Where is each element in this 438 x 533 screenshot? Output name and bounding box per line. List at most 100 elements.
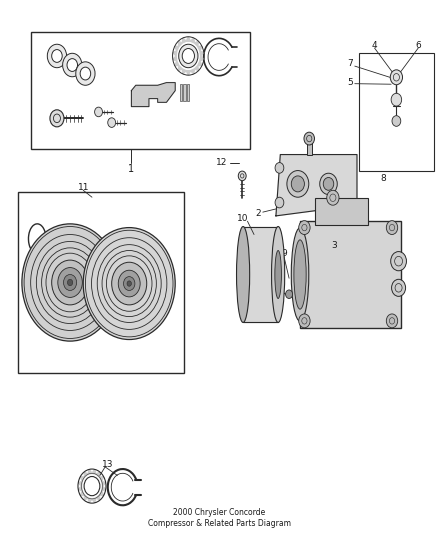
Bar [18, 192, 184, 373]
Bar [31, 32, 250, 149]
Circle shape [118, 270, 140, 297]
Circle shape [52, 50, 62, 62]
Text: 2: 2 [255, 209, 261, 217]
Circle shape [327, 190, 339, 205]
Circle shape [47, 44, 67, 68]
Polygon shape [131, 83, 175, 107]
Polygon shape [99, 477, 104, 481]
Circle shape [320, 173, 337, 195]
Text: 7: 7 [347, 60, 353, 68]
Circle shape [275, 163, 284, 173]
Circle shape [391, 252, 406, 271]
Polygon shape [88, 498, 92, 503]
Bar [359, 53, 434, 171]
Polygon shape [175, 61, 179, 66]
Polygon shape [191, 38, 194, 43]
Polygon shape [92, 498, 96, 503]
Polygon shape [200, 56, 204, 61]
Text: 11: 11 [78, 183, 89, 192]
Text: 2000 Chrysler Concorde
Compressor & Related Parts Diagram: 2000 Chrysler Concorde Compressor & Rela… [148, 508, 290, 528]
Circle shape [108, 118, 116, 127]
Polygon shape [102, 486, 106, 491]
Circle shape [22, 224, 118, 341]
Polygon shape [243, 227, 278, 322]
Circle shape [67, 279, 73, 286]
Bar [180, 84, 182, 101]
Circle shape [304, 132, 314, 145]
Polygon shape [88, 470, 92, 474]
Polygon shape [186, 71, 191, 75]
Polygon shape [198, 46, 202, 51]
Circle shape [64, 274, 77, 290]
Polygon shape [78, 481, 82, 486]
Circle shape [179, 44, 198, 68]
Circle shape [291, 176, 304, 192]
Polygon shape [84, 472, 88, 477]
Bar [315, 198, 368, 225]
Bar [187, 84, 189, 101]
Polygon shape [99, 491, 104, 496]
Polygon shape [186, 37, 191, 41]
Bar [307, 141, 312, 155]
Circle shape [392, 116, 401, 126]
Polygon shape [178, 66, 182, 71]
Circle shape [83, 228, 175, 340]
Circle shape [124, 277, 135, 290]
Circle shape [63, 53, 82, 77]
Text: 13: 13 [102, 461, 113, 469]
Circle shape [299, 221, 310, 235]
Circle shape [286, 290, 293, 298]
Polygon shape [182, 69, 186, 74]
Ellipse shape [291, 228, 309, 321]
Ellipse shape [237, 227, 250, 322]
Polygon shape [96, 472, 100, 477]
Circle shape [275, 197, 284, 208]
Text: 1: 1 [128, 165, 134, 174]
Ellipse shape [272, 227, 285, 322]
Text: 8: 8 [380, 174, 386, 183]
Circle shape [386, 314, 398, 328]
Polygon shape [175, 46, 179, 51]
Circle shape [391, 93, 402, 106]
Circle shape [95, 107, 102, 117]
Polygon shape [198, 61, 202, 66]
Polygon shape [96, 495, 100, 500]
Polygon shape [173, 51, 177, 56]
Polygon shape [178, 41, 182, 46]
Circle shape [58, 268, 82, 297]
Circle shape [323, 177, 334, 190]
Circle shape [112, 262, 147, 305]
Text: 9: 9 [281, 249, 287, 257]
Text: 10: 10 [237, 214, 249, 223]
Circle shape [76, 62, 95, 85]
Polygon shape [194, 66, 198, 71]
Ellipse shape [275, 251, 281, 298]
Polygon shape [78, 486, 82, 491]
Bar [300, 221, 401, 328]
Ellipse shape [294, 240, 306, 309]
Polygon shape [84, 495, 88, 500]
Polygon shape [200, 51, 204, 56]
Circle shape [287, 171, 309, 197]
Circle shape [127, 281, 131, 286]
Circle shape [52, 260, 88, 305]
Polygon shape [80, 477, 85, 481]
Text: 12: 12 [216, 158, 228, 167]
Polygon shape [92, 470, 96, 474]
Text: 5: 5 [347, 78, 353, 87]
Text: 4: 4 [372, 41, 377, 50]
Circle shape [238, 171, 246, 181]
Circle shape [299, 314, 310, 328]
Polygon shape [182, 38, 186, 43]
Polygon shape [173, 56, 177, 61]
Polygon shape [102, 481, 106, 486]
Polygon shape [276, 155, 357, 216]
Bar [183, 84, 186, 101]
Polygon shape [194, 41, 198, 46]
Polygon shape [80, 491, 85, 496]
Text: 6: 6 [415, 41, 421, 50]
Polygon shape [191, 69, 194, 74]
Circle shape [392, 279, 406, 296]
Circle shape [182, 49, 194, 63]
Circle shape [50, 110, 64, 127]
